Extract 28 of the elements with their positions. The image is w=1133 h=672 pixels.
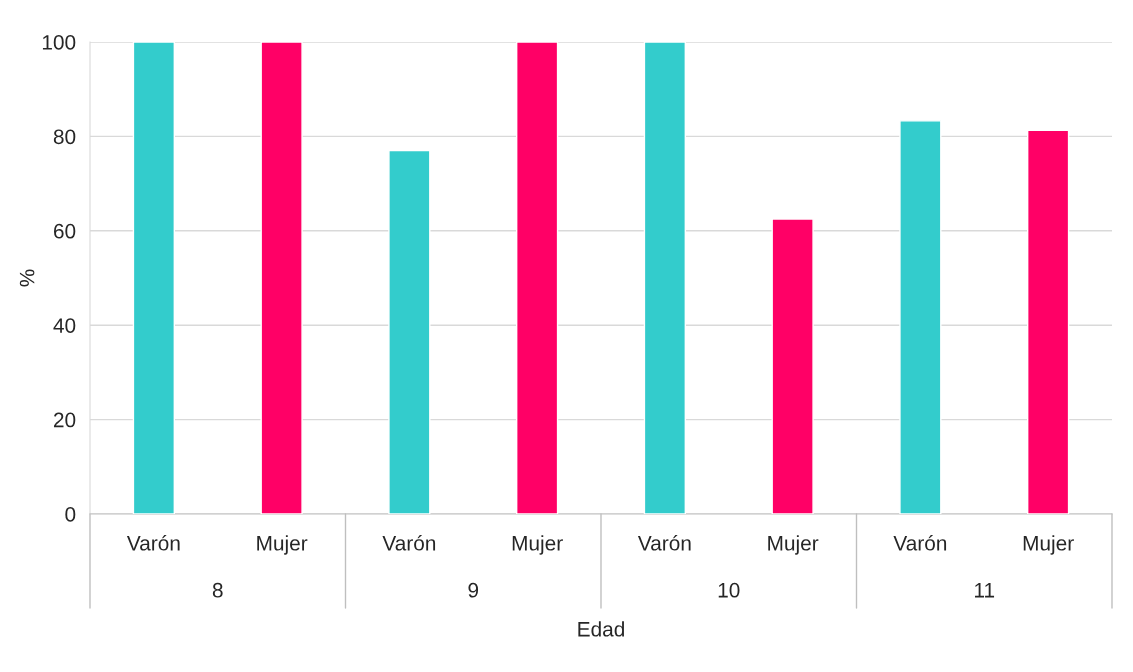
bar [1026,129,1070,514]
bar [643,42,687,514]
bar [515,42,559,514]
text: Varón [637,535,691,551]
text: Mujer [768,535,819,555]
text: Varón [893,535,947,551]
x-tick-label: 11 [975,583,995,598]
y-tick-label: 0 [65,507,76,522]
bar [260,42,303,514]
x-tick-label: 10 [718,582,740,598]
y-tick-label: 60 [54,223,76,239]
series-label: Mujer [257,535,308,555]
y-tick-label: 20 [53,412,76,428]
text: Mujer [512,535,563,555]
bar [771,218,814,514]
y-axis-title: % [19,269,35,287]
text: Mujer [1023,535,1074,555]
y-tick-label: 40 [53,318,76,333]
x-axis-title: Edad [578,621,624,637]
text: Varón [382,535,436,551]
bar [388,149,431,514]
y-tick-label: 100 [42,35,76,50]
y-tick-label: 80 [53,129,76,145]
bar [899,120,942,514]
series-label: Varón [126,535,180,551]
bar [132,42,176,514]
x-tick-label: 9 [468,582,479,598]
x-tick-label: 8 [212,582,223,598]
